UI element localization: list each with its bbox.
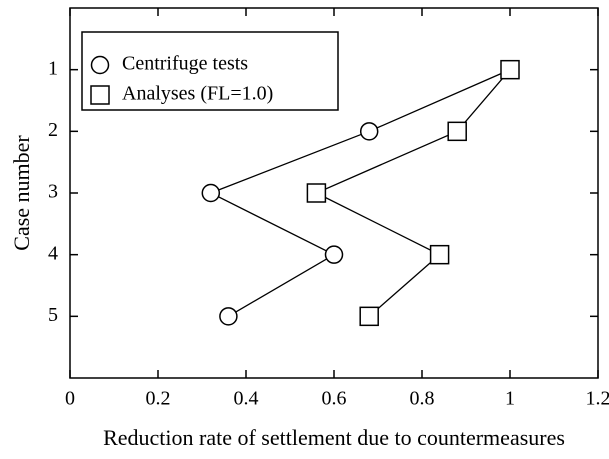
x-tick-label: 0.2: [146, 388, 171, 410]
x-tick-label: 0.4: [234, 388, 259, 410]
marker: [429, 244, 450, 265]
marker: [359, 306, 379, 327]
marker: [219, 307, 238, 326]
legend-box: [81, 31, 339, 111]
y-axis-label: Case number: [9, 135, 34, 251]
y-tick-label: 3: [48, 181, 58, 203]
y-tick-label: 5: [48, 304, 58, 326]
y-tick-label: 1: [48, 57, 58, 79]
y-tick-label: 4: [48, 242, 58, 264]
marker: [359, 122, 379, 141]
marker: [306, 183, 327, 203]
marker: [324, 245, 344, 264]
x-tick-label: 1.2: [586, 388, 609, 410]
x-tick-label: 0.6: [322, 388, 347, 410]
x-axis-label: Reduction rate of settlement due to coun…: [103, 425, 565, 450]
marker: [90, 55, 110, 75]
legend: Centrifuge tests Analyses (FL=1.0): [81, 31, 339, 111]
marker: [447, 121, 467, 142]
x-tick-label: 0: [65, 388, 75, 410]
x-tick-label: 1: [505, 388, 515, 410]
legend-label: Analyses (FL=1.0): [122, 83, 273, 105]
marker: [201, 183, 221, 203]
series-line: [314, 69, 511, 317]
legend-label: Centrifuge tests: [122, 53, 248, 75]
marker: [500, 59, 520, 80]
x-tick-label: 0.8: [410, 388, 435, 410]
y-tick-label: 2: [48, 119, 58, 141]
marker: [90, 85, 110, 105]
